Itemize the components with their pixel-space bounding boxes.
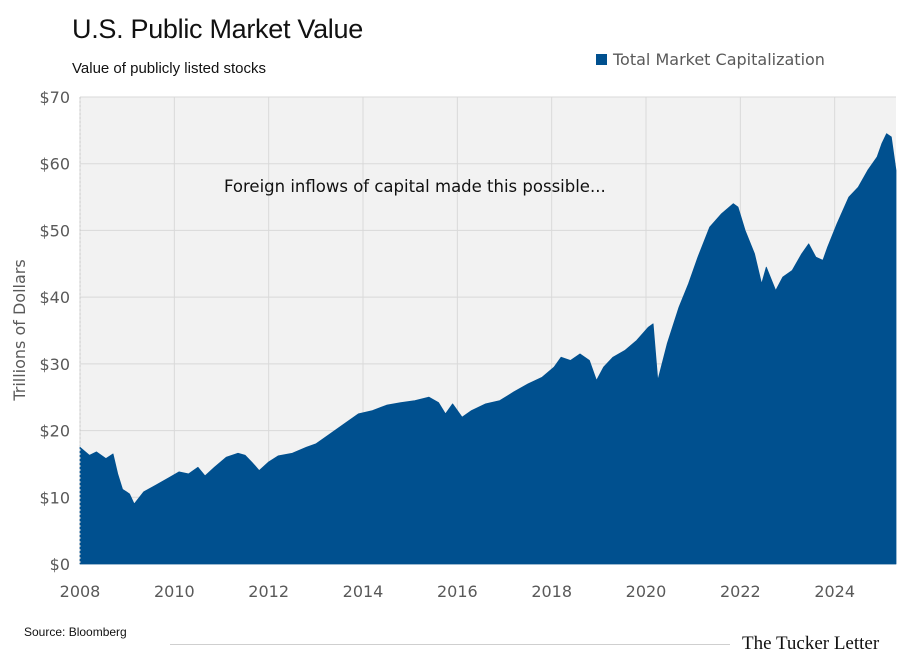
chart-subtitle: Value of publicly listed stocks (72, 60, 266, 77)
x-tick-label: 2020 (626, 582, 667, 600)
y-tick-label: $50 (39, 221, 70, 240)
x-tick-label: 2018 (531, 582, 572, 600)
chart-annotation: Foreign inflows of capital made this pos… (224, 177, 606, 196)
market-cap-chart: $0 $10 $20 $30 $40 $50 $60 $70 2008 2010 2012 2014 2… (10, 88, 897, 600)
legend-label: Total Market Capitalization (613, 50, 825, 69)
chart-legend: Total Market Capitalization (596, 50, 825, 69)
y-axis-label: Trillions of Dollars (10, 259, 29, 401)
y-tick-label: $60 (39, 155, 70, 174)
x-tick-label: 2008 (60, 582, 101, 600)
x-tick-label: 2022 (720, 582, 761, 600)
y-tick-label: $40 (39, 288, 70, 307)
y-tick-label: $0 (50, 555, 70, 574)
y-tick-label: $70 (39, 88, 70, 107)
x-tick-label: 2016 (437, 582, 478, 600)
x-tick-label: 2012 (248, 582, 289, 600)
area-layer (79, 133, 897, 565)
brand-signature: The Tucker Letter (742, 633, 880, 654)
market-cap-area (79, 133, 897, 565)
x-tick-label: 2014 (343, 582, 384, 600)
axis-layer: $0 $10 $20 $30 $40 $50 $60 $70 2008 2010 2012 2014 2… (39, 88, 855, 600)
source-note: Source: Bloomberg (24, 625, 127, 639)
x-tick-label: 2024 (814, 582, 855, 600)
x-tick-label: 2010 (154, 582, 195, 600)
footer-divider (170, 644, 730, 645)
y-tick-label: $20 (39, 422, 70, 441)
y-tick-label: $10 (39, 488, 70, 507)
legend-swatch (596, 54, 607, 65)
y-tick-label: $30 (39, 355, 70, 374)
chart-title: U.S. Public Market Value (72, 14, 363, 44)
